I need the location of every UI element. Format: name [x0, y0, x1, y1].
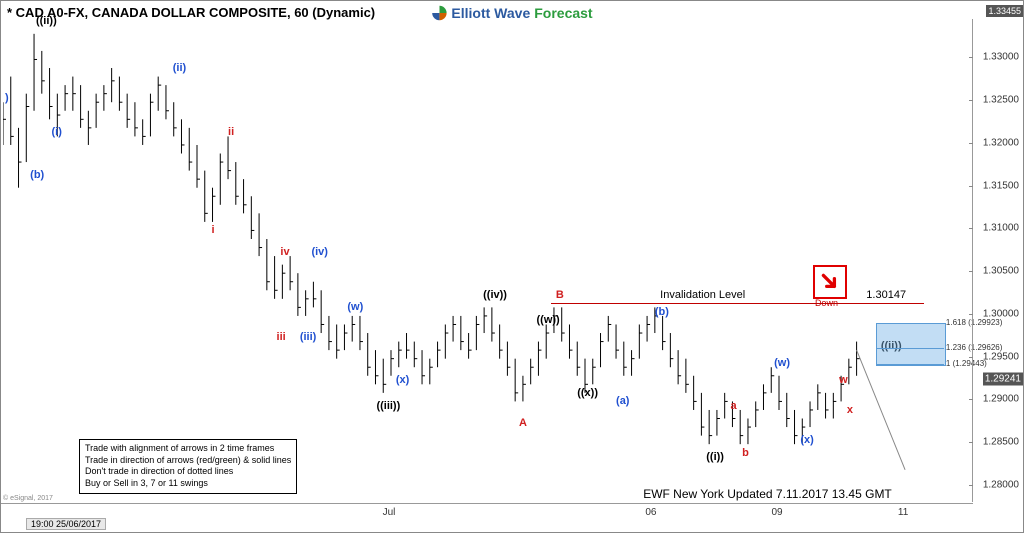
price-series: [3, 21, 973, 504]
trading-note-line: Trade with alignment of arrows in 2 time…: [85, 443, 291, 455]
y-tick-label: 1.30500: [983, 266, 1019, 277]
x-tick-label: 06: [645, 507, 656, 518]
trading-note-line: Trade in direction of arrows (red/green)…: [85, 455, 291, 467]
logo-icon: [431, 5, 447, 21]
y-tick-label: 1.31000: [983, 223, 1019, 234]
x-tick-label: 11: [898, 507, 908, 518]
y-tick-label: 1.29000: [983, 394, 1019, 405]
wave-label: (i): [52, 126, 62, 138]
wave-label: (iv): [311, 246, 328, 258]
wave-label: (w): [347, 301, 363, 313]
y-tick-label: 1.33000: [983, 52, 1019, 63]
plot-area: ((ii)))(i)(b)(ii)iiiiv(iv)iii(iii)(w)((i…: [3, 21, 971, 502]
wave-label: (x): [800, 434, 813, 446]
update-note: EWF New York Updated 7.11.2017 13.45 GMT: [643, 487, 892, 501]
wave-label: A: [519, 417, 527, 429]
x-axis: Jul 06 09 11: [1, 503, 973, 518]
y-tick-label: 1.30000: [983, 308, 1019, 319]
wave-label: (x): [396, 374, 409, 386]
wave-label: iv: [280, 246, 289, 258]
y-tick-label: 1.32500: [983, 95, 1019, 106]
down-arrow-label: Down: [815, 298, 838, 308]
y-axis: 1.33000 1.32500 1.32000 1.31500 1.31000 1.305…: [972, 19, 1021, 502]
trading-note-line: Don't trade in direction of dotted lines: [85, 466, 291, 478]
trading-notes-box: Trade with alignment of arrows in 2 time…: [79, 439, 297, 494]
wave-label: i: [212, 224, 215, 236]
wave-label: iii: [277, 331, 286, 343]
wave-label: B: [556, 289, 564, 301]
invalidation-line: [551, 303, 924, 304]
wave-label: (w): [774, 357, 790, 369]
wave-label: b: [742, 447, 749, 459]
wave-label: ((x)): [577, 387, 598, 399]
trading-note-line: Buy or Sell in 3, 7 or 11 swings: [85, 478, 291, 490]
price-badge-top: 1.33455: [986, 5, 1023, 17]
wave-label: ((w)): [537, 314, 560, 326]
wave-label: a: [731, 400, 737, 412]
y-tick-label: 1.28000: [983, 479, 1019, 490]
wave-label: (a): [616, 395, 629, 407]
down-arrow-icon: [813, 265, 847, 299]
logo-text-1: Elliott Wave: [451, 5, 530, 21]
wave-label: ((iii)): [376, 400, 400, 412]
wave-label: ): [5, 92, 9, 104]
y-tick-label: 1.28500: [983, 437, 1019, 448]
brand-logo: Elliott Wave Forecast: [431, 5, 592, 21]
chart-title: * CAD A0-FX, CANADA DOLLAR COMPOSITE, 60…: [7, 5, 375, 20]
wave-label: (iii): [300, 331, 317, 343]
current-price-badge: 1.29241: [983, 372, 1023, 385]
chart-container: * CAD A0-FX, CANADA DOLLAR COMPOSITE, 60…: [0, 0, 1024, 533]
invalidation-label: Invalidation Level: [660, 289, 745, 301]
logo-text-2: Forecast: [534, 5, 592, 21]
fib-target-box: [876, 323, 946, 366]
invalidation-price: 1.30147: [866, 289, 906, 301]
wave-label: ii: [228, 126, 234, 138]
wave-label: ((iv)): [483, 289, 507, 301]
y-tick-label: 1.32000: [983, 137, 1019, 148]
wave-label: (b): [655, 306, 669, 318]
wave-label: x: [847, 404, 853, 416]
y-tick-label: 1.29500: [983, 351, 1019, 362]
wave-label: ((i)): [706, 451, 724, 463]
copyright-text: © eSignal, 2017: [3, 495, 53, 502]
x-tick-label: Jul: [383, 507, 396, 518]
wave-label: w: [839, 374, 848, 386]
bottom-timestamp: 19:00 25/06/2017: [26, 518, 106, 530]
wave-label: ((ii)): [36, 15, 57, 27]
y-tick-label: 1.31500: [983, 180, 1019, 191]
wave-label: (b): [30, 169, 44, 181]
x-tick-label: 09: [771, 507, 782, 518]
wave-label: (ii): [173, 62, 186, 74]
